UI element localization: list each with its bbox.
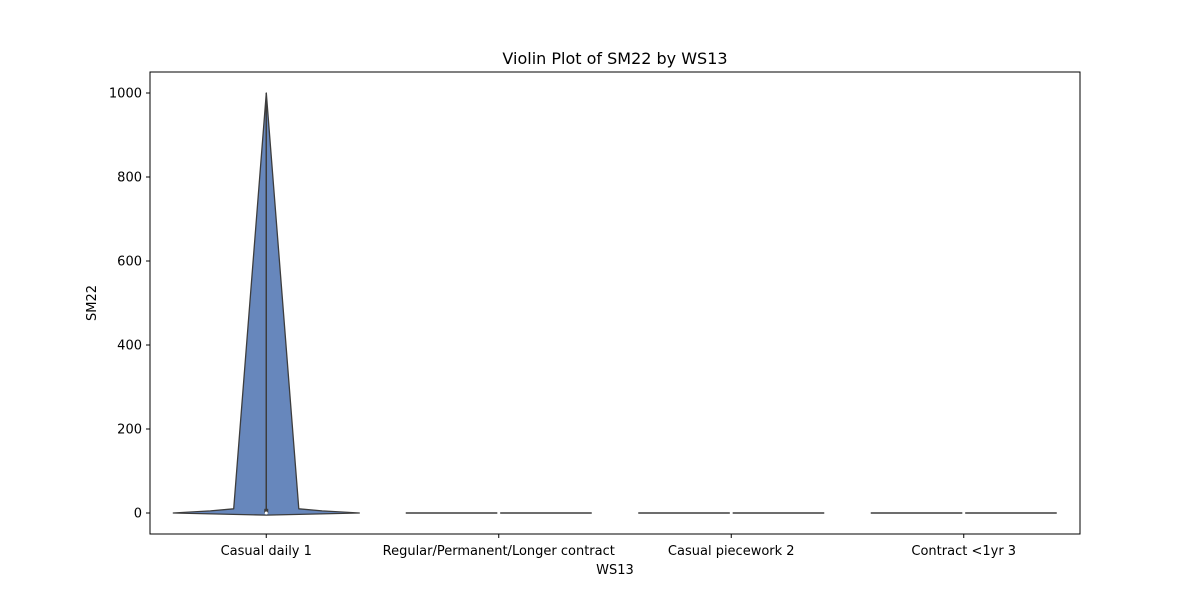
chart-title: Violin Plot of SM22 by WS13: [502, 49, 727, 68]
x-tick-label: Regular/Permanent/Longer contract: [383, 544, 615, 559]
plot-area: [172, 92, 1057, 516]
y-tick-label: 200: [117, 423, 142, 438]
y-tick-label: 0: [134, 507, 142, 522]
x-tick-label: Contract <1yr 3: [911, 544, 1016, 559]
violin-median-point: [497, 511, 501, 515]
y-tick-label: 800: [117, 171, 142, 186]
y-tick-label: 600: [117, 255, 142, 270]
violin-2: [405, 511, 592, 515]
violin-3: [638, 511, 825, 515]
y-tick-label: 400: [117, 339, 142, 354]
violin-1: [172, 92, 360, 516]
violin-4: [870, 511, 1057, 515]
axes: 0 200 400 600 800 1000 Casual daily 1 Regular/P…: [109, 71, 1081, 559]
y-axis-label: SM22: [85, 285, 100, 321]
y-tick-label: 1000: [109, 87, 142, 102]
x-tick-label: Casual piecework 2: [668, 544, 795, 559]
violin-median-point: [729, 511, 733, 515]
axes-frame: [149, 71, 1081, 535]
violin-median-point: [264, 511, 268, 515]
violin-median-point: [962, 511, 966, 515]
x-axis-label: WS13: [596, 563, 634, 578]
x-tick-label: Casual daily 1: [221, 544, 312, 559]
